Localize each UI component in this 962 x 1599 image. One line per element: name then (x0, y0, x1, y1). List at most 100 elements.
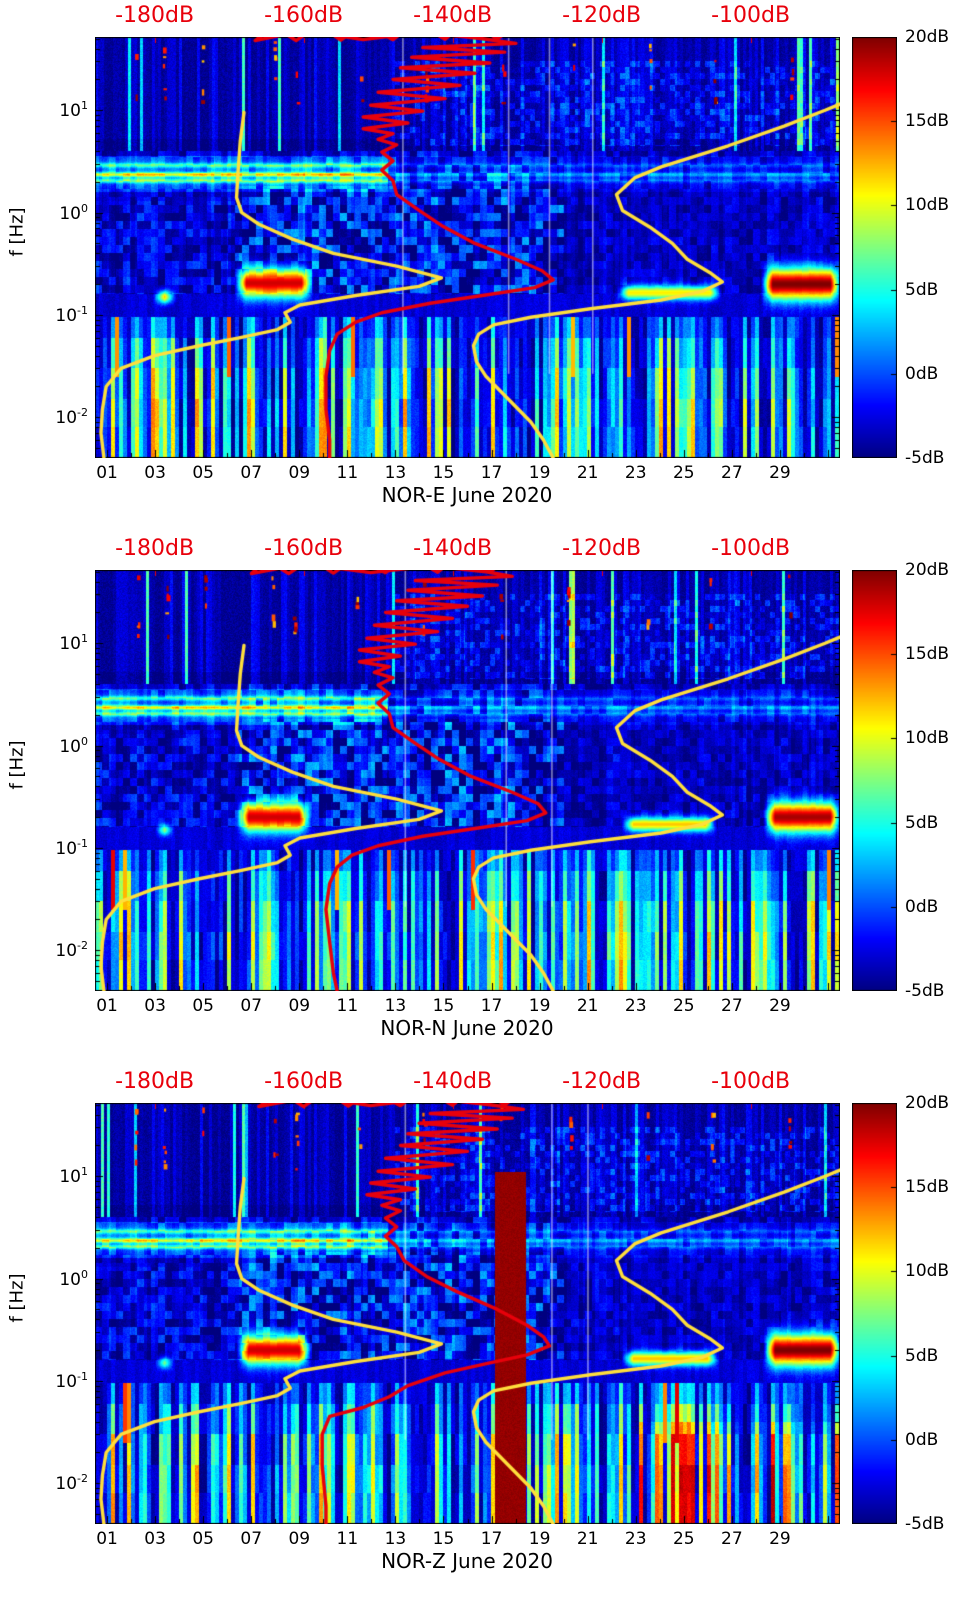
x-tick-label: 23 (624, 1529, 647, 1549)
x-tick-label: 05 (192, 463, 214, 483)
x-tick-label: 29 (769, 1529, 791, 1549)
x-tick-label: 07 (240, 1529, 263, 1549)
db-axis-label: -140dB (413, 536, 493, 561)
x-tick-label: 17 (480, 463, 503, 483)
spectrogram-canvas (95, 1103, 840, 1524)
colorbar-tick-label: 5dB (905, 812, 939, 833)
y-tick-label: 10-2 (55, 1472, 88, 1495)
x-tick-label: 17 (480, 996, 503, 1016)
x-tick-label: 23 (624, 996, 647, 1016)
db-axis-label: -180dB (115, 536, 195, 561)
db-axis-label: -180dB (115, 3, 195, 28)
y-tick-label: 10-1 (55, 304, 88, 326)
colorbar (852, 570, 897, 991)
db-axis-label: -120dB (562, 3, 642, 28)
y-tick-label: 10-2 (55, 939, 88, 962)
panel-title: NOR-Z June 2020 (381, 1549, 553, 1573)
x-tick-label: 19 (528, 463, 551, 483)
colorbar (852, 37, 897, 458)
colorbar-tick-label: 0dB (905, 363, 939, 384)
colorbar-tick-label: -5dB (905, 1514, 945, 1534)
x-tick-label: 25 (672, 1529, 695, 1549)
x-tick-label: 05 (192, 996, 214, 1016)
colorbar-tick-label: 15dB (905, 644, 950, 665)
panel-title: NOR-N June 2020 (380, 1016, 554, 1040)
spectrogram-canvas (95, 37, 840, 458)
x-tick-label: 25 (672, 996, 695, 1016)
x-tick-label: 11 (336, 463, 359, 483)
panel-nor-e: -180dB -160dB -140dB -120dB -100dB f [Hz] 10… (0, 0, 962, 533)
x-tick-label: 17 (480, 1529, 503, 1549)
colorbar-tick-label: 20dB (905, 1093, 950, 1113)
colorbar-tick-label: 10dB (905, 1261, 950, 1282)
x-tick-label: 01 (96, 996, 118, 1016)
x-tick-label: 13 (384, 1529, 407, 1549)
x-tick-label: 21 (576, 463, 599, 483)
colorbar-tick-label: -5dB (905, 448, 945, 468)
x-tick-label: 29 (769, 463, 791, 483)
colorbar-tick-label: 15dB (905, 1177, 950, 1198)
x-tick-label: 03 (144, 996, 166, 1016)
x-tick-label: 11 (336, 996, 359, 1016)
y-axis-label: f [Hz] (6, 207, 28, 257)
x-tick-label: 05 (192, 1529, 214, 1549)
x-tick-label: 23 (624, 463, 647, 483)
db-axis-label: -140dB (413, 1069, 493, 1094)
colorbar-tick-label: -5dB (905, 981, 945, 1001)
y-axis-label: f [Hz] (6, 740, 28, 790)
db-axis-label: -160dB (264, 1069, 344, 1094)
x-tick-label: 27 (721, 996, 743, 1016)
db-axis-label: -100dB (711, 3, 791, 28)
db-axis-label: -100dB (711, 1069, 791, 1094)
x-tick-label: 21 (576, 1529, 599, 1549)
x-tick-label: 01 (96, 463, 118, 483)
db-axis-label: -120dB (562, 1069, 642, 1094)
db-axis-label: -160dB (264, 3, 344, 28)
panel-nor-z: -180dB -160dB -140dB -120dB -100dB f [Hz] 10… (0, 1066, 962, 1599)
spectrogram-canvas (95, 570, 840, 991)
x-tick-label: 13 (384, 996, 407, 1016)
colorbar-tick-label: 20dB (905, 560, 950, 580)
db-axis-label: -100dB (711, 536, 791, 561)
colorbar-tick-label: 20dB (905, 27, 950, 47)
y-tick-label: 100 (59, 734, 88, 757)
colorbar (852, 1103, 897, 1524)
colorbar-tick-label: 0dB (905, 1429, 939, 1450)
x-tick-label: 15 (432, 463, 455, 483)
y-tick-label: 10-1 (55, 1370, 88, 1392)
x-tick-label: 09 (288, 996, 311, 1016)
y-tick-label: 10-1 (55, 837, 88, 859)
x-tick-label: 03 (144, 463, 166, 483)
x-tick-label: 25 (672, 463, 695, 483)
db-axis-label: -160dB (264, 536, 344, 561)
x-tick-label: 27 (721, 1529, 743, 1549)
panel-nor-n: -180dB -160dB -140dB -120dB -100dB f [Hz] 10… (0, 533, 962, 1066)
colorbar-tick-label: 5dB (905, 1345, 939, 1366)
y-tick-label: 101 (59, 632, 88, 655)
x-tick-label: 03 (144, 1529, 166, 1549)
x-tick-label: 09 (288, 463, 311, 483)
x-tick-label: 07 (240, 463, 263, 483)
colorbar-tick-label: 0dB (905, 896, 939, 917)
x-tick-label: 07 (240, 996, 263, 1016)
y-axis-label: f [Hz] (6, 1273, 28, 1323)
x-tick-label: 11 (336, 1529, 359, 1549)
x-tick-label: 15 (432, 996, 455, 1016)
colorbar-tick-label: 10dB (905, 195, 950, 216)
y-tick-label: 100 (59, 201, 88, 224)
panel-title: NOR-E June 2020 (381, 483, 553, 507)
y-tick-label: 101 (59, 1165, 88, 1188)
db-axis-label: -120dB (562, 536, 642, 561)
x-tick-label: 21 (576, 996, 599, 1016)
y-tick-label: 100 (59, 1267, 88, 1290)
x-tick-label: 01 (96, 1529, 118, 1549)
x-tick-label: 15 (432, 1529, 455, 1549)
x-tick-label: 19 (528, 1529, 551, 1549)
db-axis-label: -180dB (115, 1069, 195, 1094)
x-tick-label: 27 (721, 463, 743, 483)
x-tick-label: 19 (528, 996, 551, 1016)
colorbar-tick-label: 15dB (905, 111, 950, 132)
colorbar-tick-label: 5dB (905, 279, 939, 300)
x-tick-label: 13 (384, 463, 407, 483)
